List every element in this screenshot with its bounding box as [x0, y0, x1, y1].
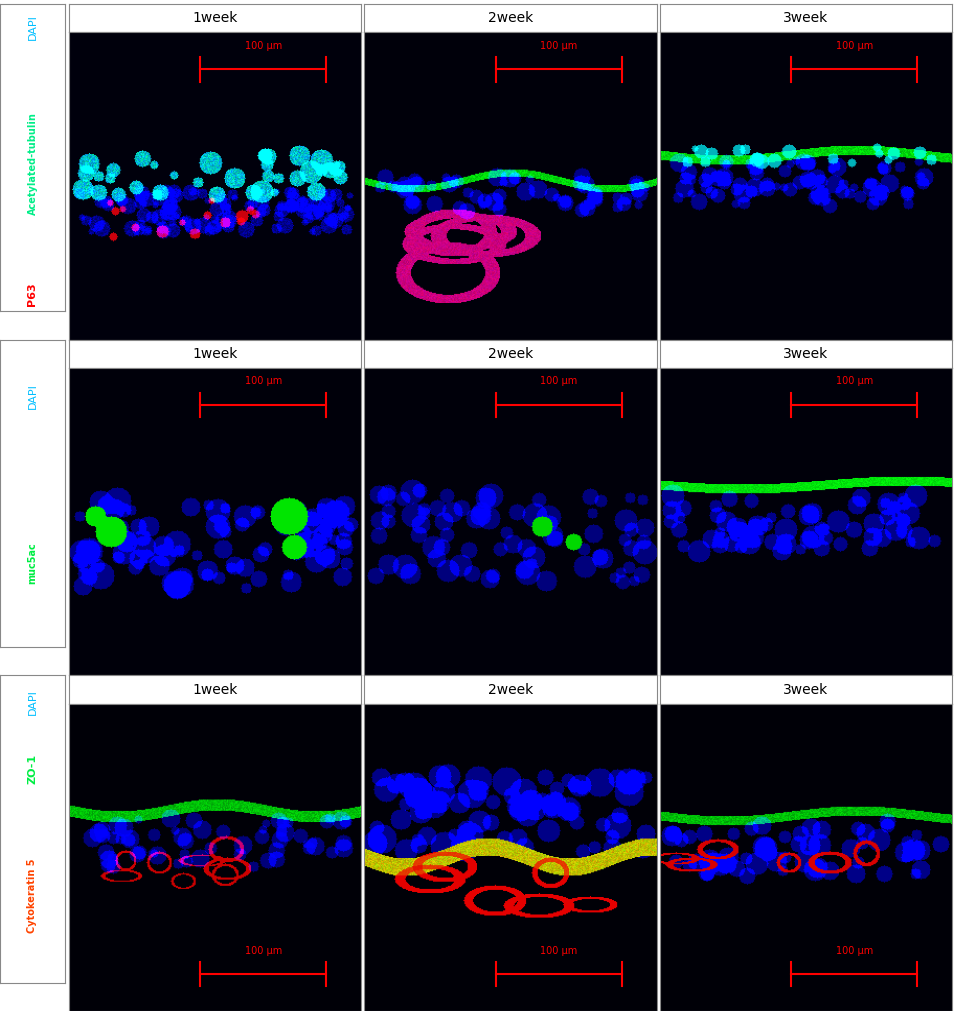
Text: 2week: 2week [488, 11, 533, 25]
Text: 100 μm: 100 μm [541, 945, 578, 955]
Text: 100 μm: 100 μm [836, 376, 873, 386]
Text: 100 μm: 100 μm [244, 40, 282, 51]
Text: 100 μm: 100 μm [836, 40, 873, 51]
Text: ZO-1: ZO-1 [28, 754, 37, 784]
Text: 100 μm: 100 μm [244, 945, 282, 955]
Text: 100 μm: 100 μm [541, 376, 578, 386]
Text: DAPI: DAPI [28, 382, 37, 408]
Text: /: / [28, 734, 37, 737]
Text: 100 μm: 100 μm [836, 945, 873, 955]
Text: /: / [28, 54, 37, 58]
Text: 1week: 1week [192, 347, 238, 361]
Text: 100 μm: 100 μm [541, 40, 578, 51]
Text: /: / [28, 270, 37, 273]
Text: 100 μm: 100 μm [244, 376, 282, 386]
Text: 3week: 3week [783, 347, 829, 361]
Text: Acetylated-tubulin: Acetylated-tubulin [28, 112, 37, 215]
Text: 3week: 3week [783, 11, 829, 25]
Text: P63: P63 [28, 282, 37, 306]
Text: Cytokeratin 5: Cytokeratin 5 [28, 858, 37, 933]
Text: 1week: 1week [192, 11, 238, 25]
Text: 3week: 3week [783, 682, 829, 697]
Text: 1week: 1week [192, 682, 238, 697]
Text: 2week: 2week [488, 347, 533, 361]
Text: /: / [28, 801, 37, 804]
Text: 2week: 2week [488, 682, 533, 697]
Text: /: / [28, 464, 37, 467]
Text: DAPI: DAPI [28, 14, 37, 39]
Text: DAPI: DAPI [28, 690, 37, 715]
Text: muc5ac: muc5ac [28, 542, 37, 584]
